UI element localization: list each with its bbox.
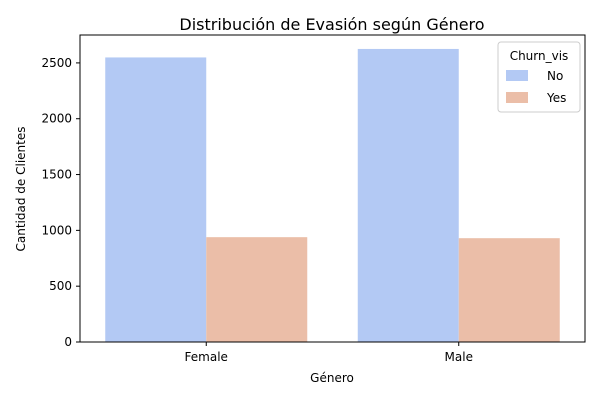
plot-frame [79, 34, 586, 343]
chart-title: Distribución de Evasión según Género [179, 15, 484, 34]
bar-male-no [357, 48, 459, 342]
y-axis-label: Cantidad de Clientes [14, 127, 28, 252]
legend-swatch-yes [506, 92, 528, 103]
y-tick-label: 2500 [41, 56, 72, 70]
legend: Churn_vis No Yes [497, 41, 581, 113]
y-tick-label: 0 [64, 335, 72, 349]
y-tick-label: 1000 [41, 223, 72, 237]
y-tick-label: 500 [49, 279, 72, 293]
x-axis-label: Género [310, 371, 354, 385]
bars-group [105, 48, 560, 342]
y-tick-label: 1500 [41, 168, 72, 182]
legend-items: No Yes [506, 69, 566, 105]
y-tick-label: 2000 [41, 112, 72, 126]
legend-swatch-no [506, 70, 528, 81]
legend-label-yes: Yes [546, 91, 566, 105]
bar-female-no [105, 57, 207, 342]
x-tick-label-female: Female [185, 350, 228, 364]
x-tick-label-male: Male [445, 350, 473, 364]
y-axis: 0 500 1000 1500 2000 2500 [41, 56, 80, 349]
legend-title: Churn_vis [510, 49, 569, 63]
x-axis: Female Male [185, 342, 473, 364]
legend-label-no: No [547, 69, 563, 83]
bar-female-yes [206, 237, 308, 342]
bar-male-yes [458, 238, 560, 342]
